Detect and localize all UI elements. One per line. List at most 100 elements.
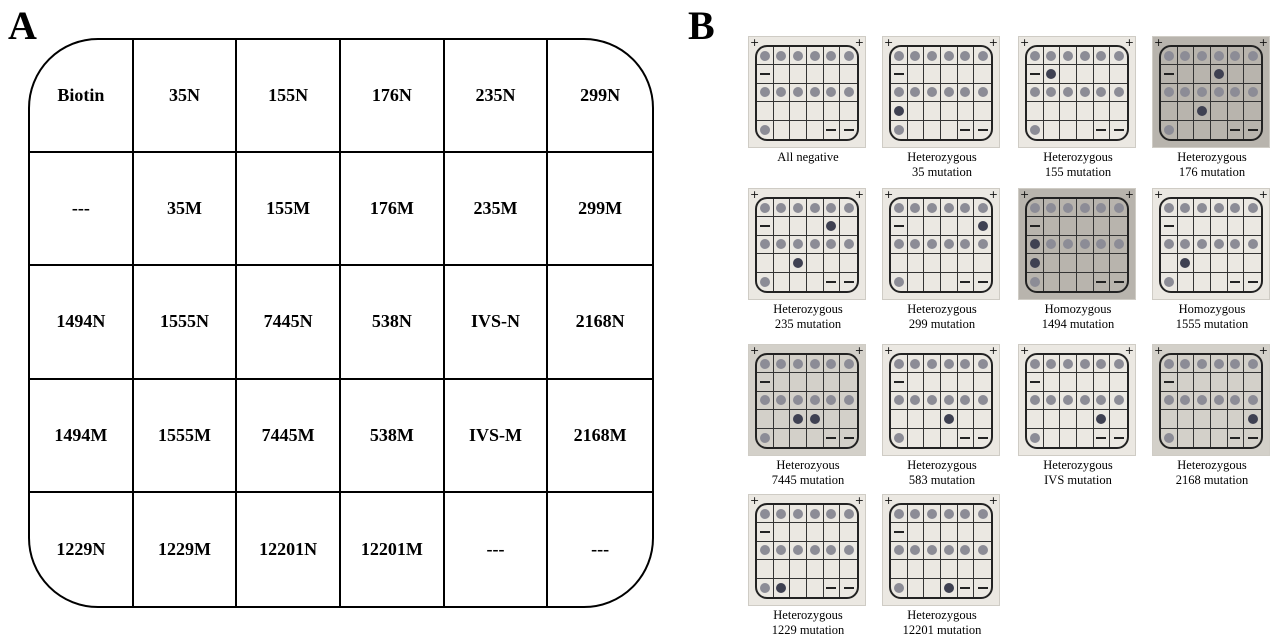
strip-cell [974, 579, 991, 597]
strip-cell [823, 505, 841, 524]
strip-image: + + [882, 188, 1000, 300]
strip-cell [1161, 272, 1178, 291]
dash-mark [826, 280, 837, 283]
spot [1096, 202, 1107, 213]
plus-mark: + [1258, 344, 1268, 357]
caption-line-2: 299 mutation [908, 317, 976, 331]
strip-cell [1110, 217, 1127, 236]
strip-cell [840, 355, 857, 374]
strip-cell [924, 578, 941, 597]
strip-cell [1093, 47, 1111, 66]
caption-line-1: Heterozygous [773, 302, 843, 316]
strip-cell [924, 541, 941, 561]
strip-cell [1060, 410, 1077, 429]
dash-mark [759, 381, 770, 384]
strip-cell [1060, 355, 1077, 374]
spot [1163, 50, 1174, 61]
strip-cell [924, 65, 941, 84]
caption-line-2: 1229 mutation [771, 623, 845, 637]
strip-cell [1227, 355, 1245, 374]
spot [1046, 50, 1057, 61]
strip-cell [1161, 199, 1178, 218]
spot [1197, 202, 1208, 213]
spot [1197, 395, 1208, 406]
dash-mark [977, 280, 988, 283]
strip-cell [823, 47, 841, 66]
strip-cell [974, 560, 991, 579]
strip-cell [823, 391, 841, 411]
strip-cell [790, 47, 807, 66]
spot [927, 239, 938, 250]
strip-cell [790, 83, 807, 103]
strip-cell [840, 65, 857, 84]
spot [809, 395, 820, 406]
spot [1247, 395, 1258, 406]
strip-cell [1027, 47, 1044, 66]
spot [960, 545, 971, 556]
strip-cell [1244, 102, 1261, 121]
spot [893, 395, 904, 406]
plus-mark: + [1124, 36, 1134, 49]
dash-mark [893, 381, 904, 384]
strip-cell [974, 121, 991, 139]
strip-cell [924, 120, 941, 139]
strip-cell [823, 410, 841, 429]
spot [1029, 202, 1040, 213]
strip-cell [1194, 235, 1211, 255]
strip-grid [755, 45, 859, 141]
strip-image: + + [882, 36, 1000, 148]
spot [977, 202, 988, 213]
strip-cell [1093, 373, 1111, 392]
strip-cell [1210, 410, 1228, 429]
strip-cell [1027, 373, 1044, 392]
strip-cell [790, 102, 807, 121]
strip-grid [1159, 45, 1263, 141]
strip-cell [757, 505, 774, 524]
strip-cell [1244, 355, 1261, 374]
strip-cell [924, 47, 941, 66]
spot [1096, 239, 1107, 250]
probe-cell: 2168N [548, 266, 652, 380]
strip-cell [907, 410, 925, 429]
spot [910, 395, 921, 406]
strip-cell [1210, 217, 1228, 236]
strip-cell [957, 410, 975, 429]
strip-cell [840, 217, 857, 236]
plus-mark: + [854, 188, 864, 201]
strip-cell [1244, 65, 1261, 84]
strip-cell [757, 65, 774, 84]
spot [1247, 50, 1258, 61]
strip-grid [889, 197, 993, 293]
spot [1230, 358, 1241, 369]
strip-cell [840, 199, 857, 218]
strip-cell [1227, 254, 1245, 273]
dash-mark [843, 436, 854, 439]
strip-cell [1210, 235, 1228, 255]
strip-cell [1027, 120, 1044, 139]
strip-image: + + [1152, 344, 1270, 456]
spot [977, 358, 988, 369]
caption-line-1: All negative [777, 150, 839, 164]
dash-mark [1096, 128, 1107, 131]
strip-cell [1210, 47, 1228, 66]
strip-image: + + [882, 494, 1000, 606]
caption-line-1: Heterozygous [907, 150, 977, 164]
spot [759, 276, 770, 287]
strip-cell [924, 254, 941, 273]
dash-mark [1230, 128, 1241, 131]
spot [893, 105, 904, 116]
strip-cell [774, 120, 791, 139]
strip-cell [1210, 102, 1228, 121]
strip-cell [1194, 355, 1211, 374]
spot [960, 202, 971, 213]
strip-cell [1244, 236, 1261, 255]
strip-cell [1178, 428, 1195, 447]
spot [793, 358, 804, 369]
strip-cell [757, 428, 774, 447]
strip-cell [1177, 373, 1195, 392]
strip-cell [1076, 102, 1094, 121]
strip-cell [1244, 410, 1261, 429]
test-strip: + + Homozygous 1555 mutation [1152, 188, 1272, 332]
spot [893, 87, 904, 98]
strip-cell [1027, 102, 1044, 121]
